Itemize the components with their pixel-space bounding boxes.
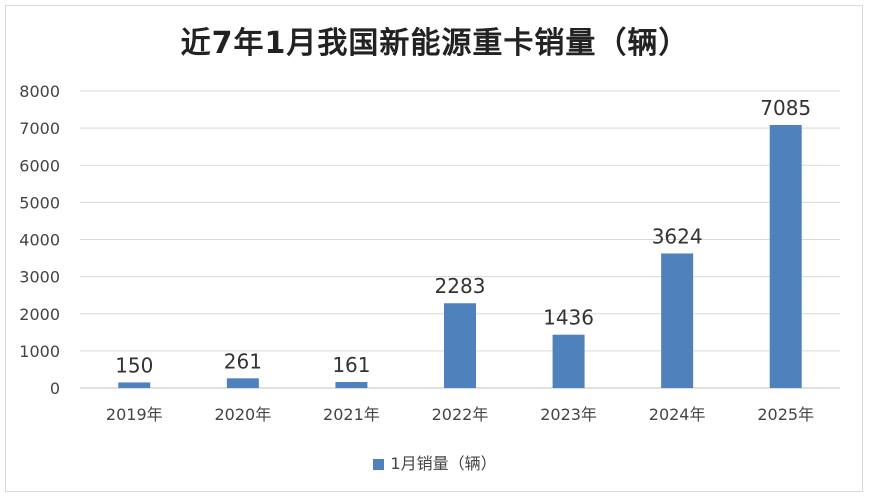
chart-title: 近7年1月我国新能源重卡销量（辆） <box>180 26 690 61</box>
bar <box>444 303 476 388</box>
data-label: 1436 <box>543 306 594 330</box>
x-tick-label: 2024年 <box>649 405 706 424</box>
bar <box>552 334 585 388</box>
y-tick-label: 3000 <box>19 268 60 287</box>
bar <box>118 382 151 388</box>
y-tick-label: 1000 <box>19 342 60 361</box>
bar <box>335 382 368 388</box>
legend: 1月销量（辆） <box>0 450 870 474</box>
y-tick-label: 6000 <box>19 156 60 175</box>
y-tick-label: 0 <box>50 379 60 398</box>
data-label: 150 <box>115 353 153 377</box>
data-label: 3624 <box>652 224 703 248</box>
y-tick-label: 2000 <box>19 305 60 324</box>
bars <box>118 124 802 389</box>
y-tick-label: 4000 <box>19 231 60 250</box>
x-tick-label: 2020年 <box>214 405 271 424</box>
chart-frame <box>5 5 863 492</box>
data-label: 261 <box>224 349 262 373</box>
bar <box>769 124 802 389</box>
x-axis-ticks: 2019年 2020年 2021年 2022年 2023年 2024年 2025年 <box>106 405 814 424</box>
x-tick-label: 2023年 <box>540 405 597 424</box>
x-tick-label: 2021年 <box>323 405 380 424</box>
x-tick-label: 2025年 <box>757 405 814 424</box>
legend-label: 1月销量（辆） <box>390 454 497 473</box>
legend-swatch <box>373 459 385 470</box>
y-tick-label: 5000 <box>19 193 60 212</box>
y-tick-label: 8000 <box>19 82 60 101</box>
y-tick-label: 7000 <box>19 119 60 138</box>
data-label: 2283 <box>435 274 486 298</box>
data-labels: 150 261 161 2283 1436 3624 7085 <box>115 96 811 377</box>
y-axis-ticks: 0 1000 2000 3000 4000 5000 6000 7000 8000 <box>19 82 60 398</box>
x-tick-label: 2022年 <box>432 405 489 424</box>
data-label: 7085 <box>760 96 811 120</box>
bar <box>226 378 259 388</box>
data-label: 161 <box>332 353 370 377</box>
bar <box>661 253 694 388</box>
x-tick-label: 2019年 <box>106 405 163 424</box>
